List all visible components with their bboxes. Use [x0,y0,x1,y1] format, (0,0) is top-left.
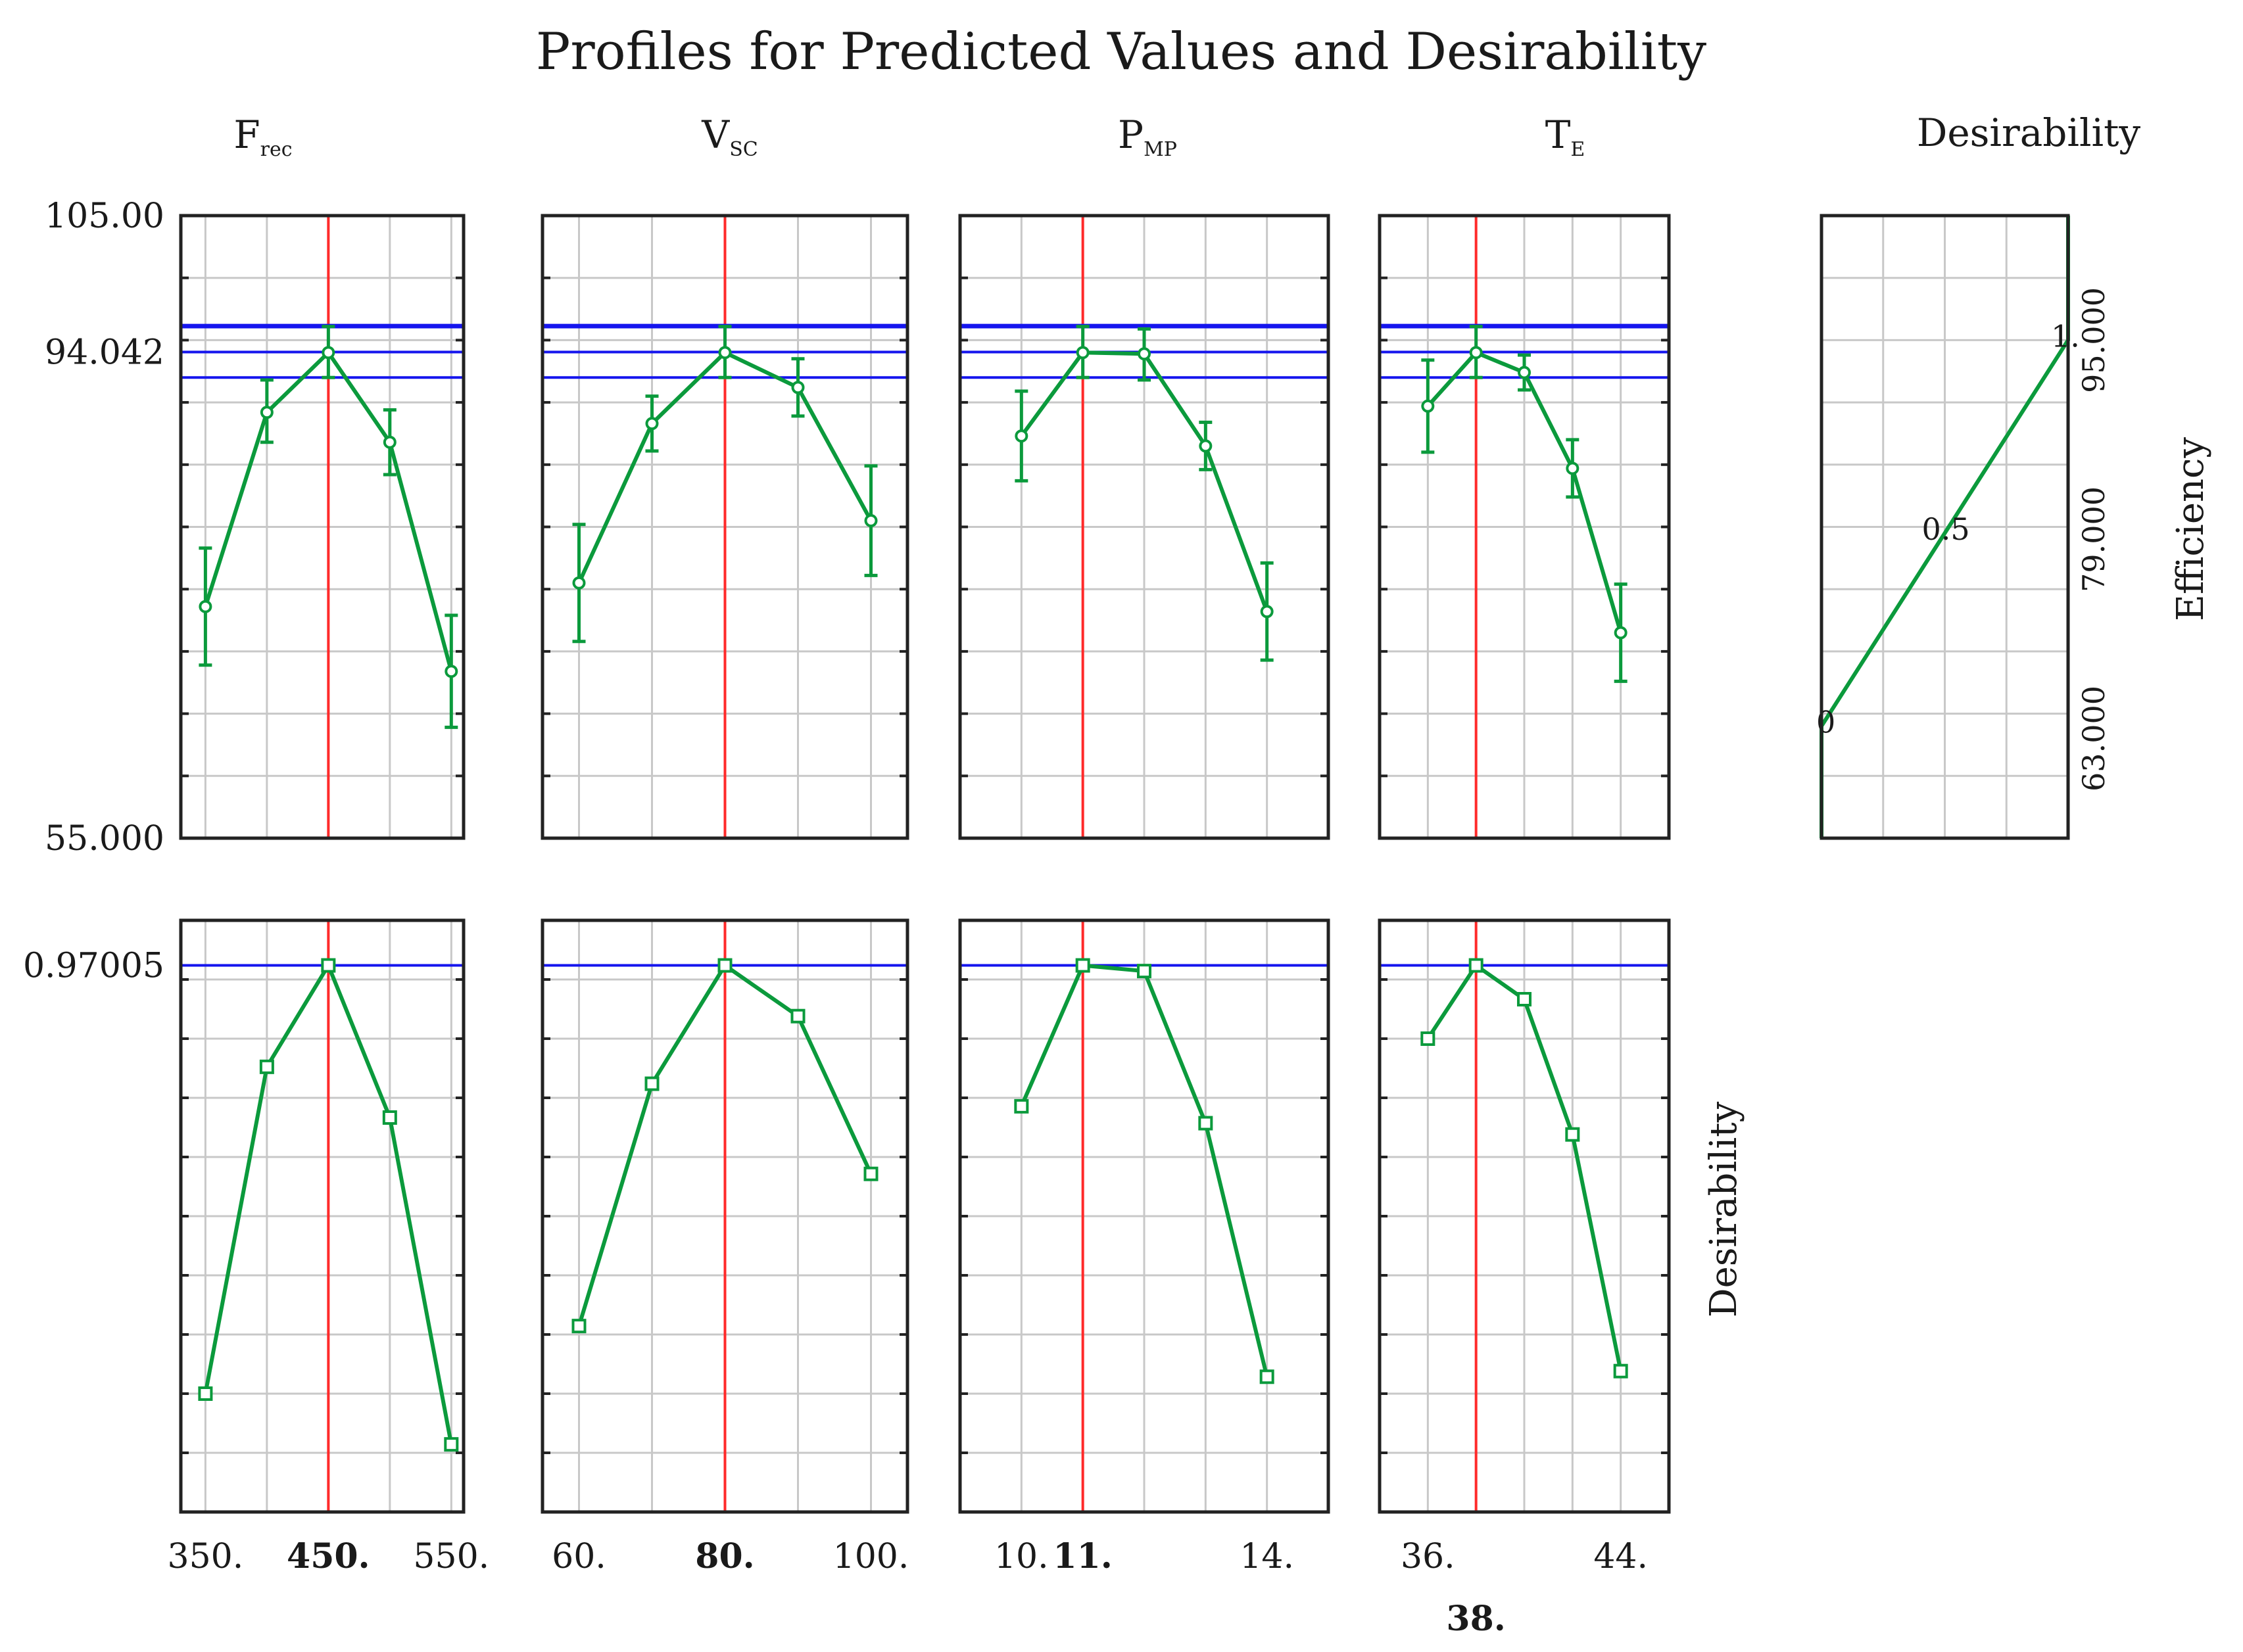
response-point [1076,346,1090,360]
x-tick-label: 14. [1240,1537,1294,1576]
response-point [1260,605,1274,619]
x-tick-label: 100. [833,1537,909,1576]
efficiency-tick-label: 95.000 [2076,287,2111,393]
desirability-frame [179,918,466,1514]
response-point [260,406,274,419]
factor-subscript-2: MP [1144,138,1177,161]
desirability-frame [958,918,1330,1514]
desirability-point [1014,1098,1029,1114]
factor-title-2: PMP [1118,112,1177,161]
response-point [1518,366,1531,379]
factor-title-1: VSC [701,112,758,161]
response-point [1566,461,1580,475]
desirability-point [1259,1369,1274,1384]
x-tick-label: 60. [552,1537,606,1576]
efficiency-tick-label: 63.000 [2076,686,2111,791]
desirability-frame [1378,918,1671,1514]
response-point [1469,346,1483,360]
response-point [383,435,397,449]
x-tick-label: 80. [695,1536,754,1576]
x-tick-label: 350. [168,1537,244,1576]
factor-subscript-3: E [1570,138,1585,161]
efficiency-frame [1820,214,2070,840]
factor-panel-0: Frec 350. 450. 550. [168,112,490,1576]
desirability-point [863,1166,879,1181]
response-frame [958,214,1330,840]
factor-panel-2: PMP 10. 11. 14. [958,112,1330,1576]
x-current-label: 38. [1446,1599,1505,1639]
efficiency-desirability-title: Desirability [1917,110,2141,155]
response-point [1614,626,1628,640]
response-point [645,417,659,431]
desirability-point [1565,1127,1580,1142]
response-point [718,346,732,360]
response-point [572,576,586,590]
factor-subscript-1: SC [729,138,758,161]
desirability-axis-label: Desirability [1702,1101,1745,1317]
desirability-point [1613,1363,1628,1379]
response-point [199,600,212,613]
efficiency-tick-label: 79.000 [2076,486,2111,592]
response-point [1015,429,1028,443]
desirability-point [644,1076,660,1091]
desirability-current-label: 0.97005 [23,947,164,986]
response-frame [1378,214,1671,840]
x-tick-label: 11. [1053,1536,1112,1576]
desirability-point [571,1319,587,1334]
x-tick-label: 550. [413,1537,489,1576]
desirability-point [1420,1031,1435,1046]
factor-title-0: Frec [233,112,292,161]
desirability-point [382,1110,397,1125]
curve-annotation-1: 0.5 [1922,511,1970,547]
desirability-point [1137,964,1151,979]
efficiency-desirability-panel: Desirability 0 0.5 1.95.000 79.000 63.000 Effi… [1816,110,2212,840]
desirability-point [790,1008,806,1024]
factor-title-3: TE [1545,112,1585,161]
desirability-point [1517,992,1532,1006]
x-tick-label: 10. [994,1537,1049,1576]
desirability-point [717,958,733,973]
efficiency-axis-label: Efficiency [2169,437,2212,621]
response-frame [541,214,909,840]
response-point [445,665,458,678]
response-tick-label-1: 94.042 [45,333,164,373]
factor-panel-1: VSC 60. 80. 100. [541,112,909,1576]
response-point [1421,399,1435,413]
response-point [1199,439,1213,453]
response-tick-label-0: 105.00 [45,197,164,236]
response-tick-label-2: 55.000 [45,819,164,859]
response-point [1138,347,1151,361]
response-frame [179,214,466,840]
x-tick-label: 450. [287,1536,370,1576]
response-point [322,346,335,360]
desirability-point [1198,1116,1213,1131]
desirability-point [1075,958,1090,973]
desirability-point [1468,958,1483,973]
curve-annotation-0: 0 [1816,705,1835,740]
x-tick-label: 36. [1401,1537,1455,1576]
response-point [864,514,878,528]
factor-panel-3: TE 36. 44. 38. [1378,112,1671,1639]
factor-subscript-0: rec [260,138,293,161]
x-tick-label: 44. [1593,1537,1648,1576]
desirability-frame [541,918,909,1514]
response-point [791,381,805,394]
chart-title: Profiles for Predicted Values and Desira… [536,22,1706,82]
desirability-point [444,1437,459,1452]
desirability-point [259,1059,274,1074]
desirability-point [198,1386,213,1401]
curve-annotation-2: 1. [2051,318,2080,354]
desirability-point [321,958,336,973]
